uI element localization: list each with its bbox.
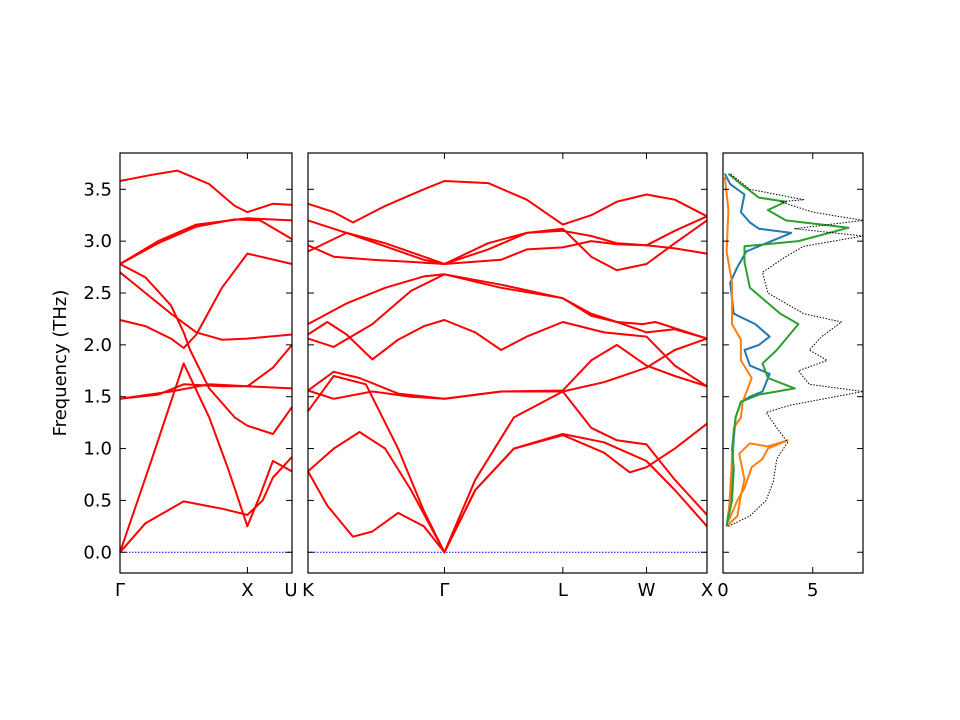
phonon-band-8 [307,273,708,340]
y-tick-label: 0.5 [83,490,112,511]
phonon-band-5 [119,252,293,349]
y-tick-label: 3.5 [83,179,112,200]
phonon-band-2 [307,422,708,554]
phonon-band-5 [307,337,708,400]
phonon-band-3 [307,375,708,554]
phonon-band-4 [119,344,293,400]
phonon-band-1 [307,433,708,554]
band-panel-gamma-x-u: 0.0 0.5 1.0 1.5 2.0 2.5 3.0 3.5 Γ X U [83,152,298,601]
y-axis-label: Frequency (THz) [50,290,71,437]
phonon-band-12 [307,180,708,226]
dos-series-3 [725,172,850,527]
phonon-band-9 [119,218,293,265]
phonon-band-7 [119,263,293,435]
x-tick-label: K [302,580,315,601]
x-tick-label: Γ [115,580,125,601]
phonon-band-2 [119,362,293,553]
x-tick-label: W [638,580,656,601]
y-tick-label: 2.5 [83,283,112,304]
x-tick-label: L [558,580,568,601]
dos-series-2 [723,176,789,528]
phonon-band-11 [307,219,708,272]
panel-frame [307,152,708,574]
phonon-band-10 [119,169,293,214]
phonon-band-7 [307,273,708,348]
phonon-band-8 [119,217,293,265]
dos-x-tick-label: 5 [807,580,818,601]
y-tick-label: 1.0 [83,439,112,460]
x-tick-label: Γ [439,580,449,601]
dos-series-1 [723,173,793,527]
phonon-band-1 [119,456,293,553]
x-tick-label-u: U [284,580,297,601]
phonon-band-6 [307,319,708,388]
panel-frame [119,152,293,574]
y-tick-label: 3.0 [83,231,112,252]
x-tick-label: X [241,580,253,601]
phonon-band-3 [119,383,293,400]
dos-x-tick-label: 0 [717,580,728,601]
dos-frame [722,152,864,574]
phonon-band-6 [119,271,293,341]
y-tick-label: 1.5 [83,387,112,408]
dos-series-4 [728,173,864,527]
y-tick-label: 0.0 [83,542,112,563]
y-tick-label: 2.0 [83,335,112,356]
x-tick-label: X [701,580,713,601]
